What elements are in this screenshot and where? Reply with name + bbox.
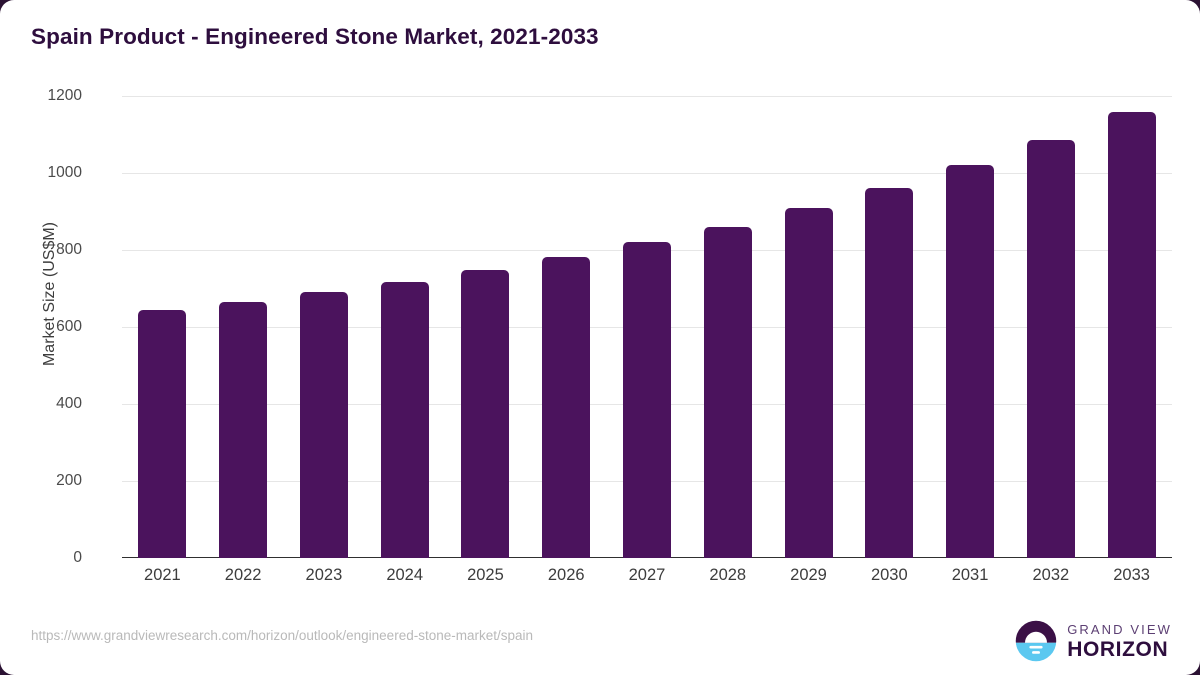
bar-2031[interactable] (946, 164, 995, 558)
y-tick-label: 400 (56, 395, 82, 412)
y-tick-label: 600 (56, 318, 82, 335)
bar-2022[interactable] (219, 301, 268, 558)
x-tick-label-2026: 2026 (547, 566, 585, 584)
x-tick-label-2021: 2021 (144, 566, 181, 584)
x-tick-label-2028: 2028 (709, 566, 747, 584)
bar-2026[interactable] (542, 257, 591, 558)
logo-line-horizon: HORIZON (1067, 637, 1169, 661)
x-tick-label-2024: 2024 (386, 566, 424, 584)
y-tick-label: 1200 (47, 87, 82, 104)
y-tick-label: 0 (73, 549, 82, 566)
page-title: Spain Product - Engineered Stone Market,… (31, 24, 599, 49)
gridline (122, 173, 1172, 174)
bars-group (122, 96, 1172, 558)
logo-wordmark: GRAND VIEW HORIZON (1067, 623, 1172, 660)
bar-2021[interactable] (138, 310, 187, 558)
bar-2029[interactable] (784, 208, 833, 558)
bar-2024[interactable] (380, 281, 429, 558)
x-tick-label-2033: 2033 (1113, 566, 1150, 584)
grand-view-horizon-logo[interactable]: GRAND VIEW HORIZON (1014, 619, 1172, 663)
y-tick-label: 1000 (47, 164, 82, 181)
horizon-circle-logo-icon (1015, 620, 1057, 662)
x-tick-label-2025: 2025 (467, 566, 504, 584)
y-tick-label: 200 (56, 472, 82, 489)
bar-2033[interactable] (1107, 112, 1156, 558)
x-tick-label-2032: 2032 (1032, 566, 1070, 584)
x-tick-label-2022: 2022 (224, 566, 262, 584)
bar-2028[interactable] (703, 226, 752, 558)
x-tick-label-2027: 2027 (628, 566, 666, 584)
gridline (122, 96, 1172, 97)
y-tick-label: 800 (56, 241, 82, 258)
bar-2023[interactable] (299, 291, 348, 558)
bar-2025[interactable] (461, 270, 510, 558)
y-axis-title: Market Size (US$M) (41, 221, 58, 367)
x-tick-label-2031: 2031 (951, 566, 989, 584)
x-axis-labels: 2021 2022 2023 2024 2025 2026 2027 2028 2029 2030… (122, 566, 1172, 592)
source-url[interactable]: https://www.grandviewresearch.com/horizo… (31, 628, 534, 643)
x-tick-label-2023: 2023 (305, 566, 343, 584)
bar-2030[interactable] (865, 187, 914, 558)
logo-line-grand-view: GRAND VIEW (1067, 621, 1172, 637)
bar-2027[interactable] (623, 241, 671, 558)
x-tick-label-2029: 2029 (790, 566, 827, 584)
bar-2032[interactable] (1026, 140, 1075, 558)
x-tick-label-2030: 2030 (870, 566, 908, 584)
